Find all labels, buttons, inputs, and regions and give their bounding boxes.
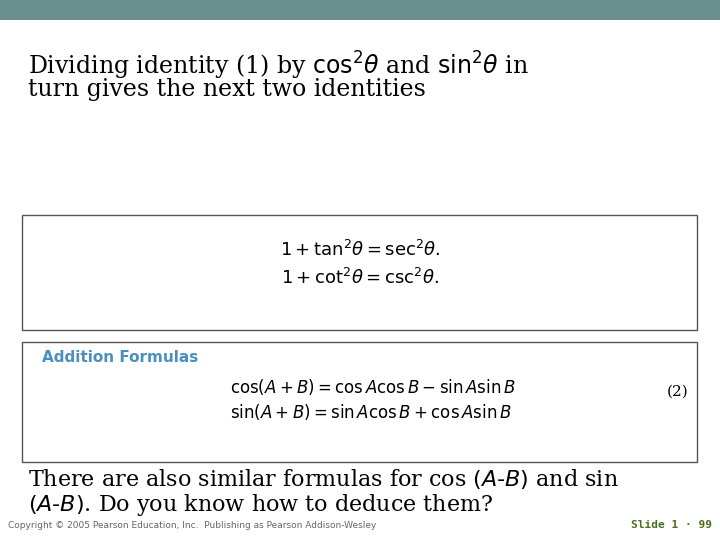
Text: $(A\text{-}B)$. Do you know how to deduce them?: $(A\text{-}B)$. Do you know how to deduc… [28,492,493,518]
Text: $\cos(A + B) = \cos A\cos B - \sin A\sin B$: $\cos(A + B) = \cos A\cos B - \sin A\sin… [230,377,516,397]
Text: Slide 1 · 99: Slide 1 · 99 [631,520,712,530]
Text: turn gives the next two identities: turn gives the next two identities [28,78,426,101]
Text: (2): (2) [666,385,688,399]
Text: $1 + \tan^2\!\theta = \sec^2\!\theta.$: $1 + \tan^2\!\theta = \sec^2\!\theta.$ [279,240,441,260]
Text: There are also similar formulas for cos $(A\text{-}B)$ and sin: There are also similar formulas for cos … [28,467,618,491]
Text: Copyright © 2005 Pearson Education, Inc.  Publishing as Pearson Addison-Wesley: Copyright © 2005 Pearson Education, Inc.… [8,521,377,530]
Text: Addition Formulas: Addition Formulas [42,350,198,365]
Text: Dividing identity (1) by $\cos^2\!\theta$ and $\sin^2\!\theta$ in: Dividing identity (1) by $\cos^2\!\theta… [28,50,528,82]
Text: $\sin(A + B) = \sin A\cos B + \cos A\sin B$: $\sin(A + B) = \sin A\cos B + \cos A\sin… [230,402,512,422]
Bar [22,342,697,462]
Bar [0,0,720,20]
Bar [22,215,697,330]
Text: $1 + \cot^2\!\theta = \csc^2\!\theta.$: $1 + \cot^2\!\theta = \csc^2\!\theta.$ [281,268,439,288]
